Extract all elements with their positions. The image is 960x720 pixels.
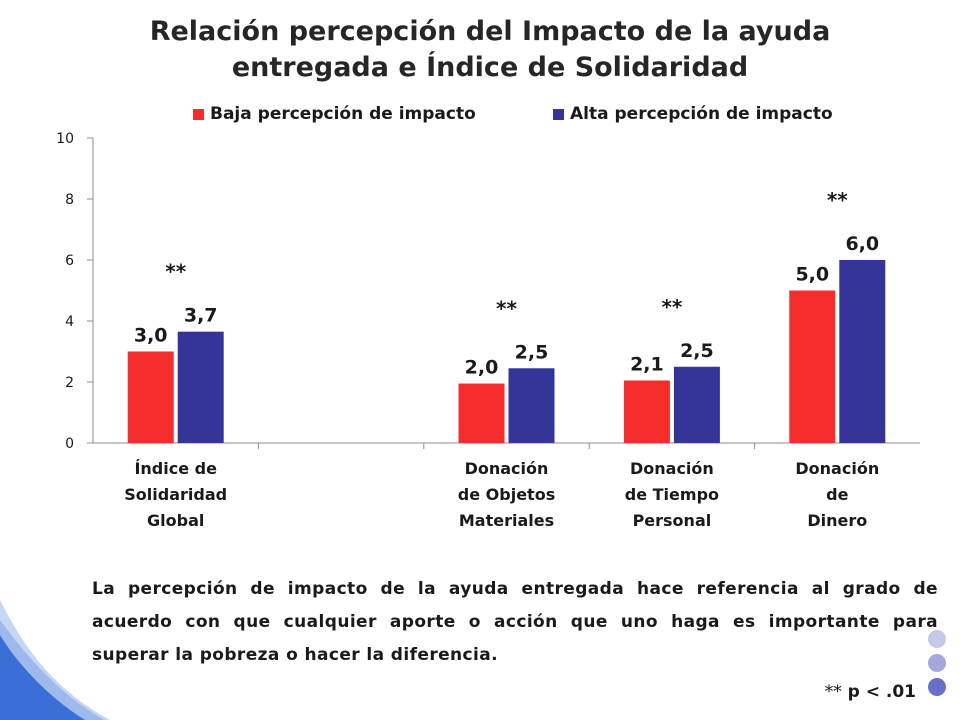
decor-dot-3 [928, 678, 946, 696]
bar-alta [177, 331, 224, 443]
data-label: 6,0 [845, 233, 879, 255]
data-label: 2,5 [680, 340, 714, 362]
significance-footnote: ** p < .01 [825, 682, 916, 702]
data-label: 2,1 [630, 353, 664, 375]
legend-swatch-baja [193, 108, 204, 120]
chart-title-line-1: Relación percepción del Impacto de la ay… [149, 16, 831, 47]
significance-marker: ** [827, 188, 848, 212]
y-tick-label: 6 [65, 253, 74, 269]
decor-dot-2 [928, 654, 946, 672]
corner-decoration [0, 600, 110, 720]
legend-label-baja: Baja percepción de impacto [210, 104, 476, 124]
data-label: 2,0 [465, 357, 499, 379]
x-category-label: Donación [630, 459, 714, 478]
legend-label-alta: Alta percepción de impacto [570, 104, 833, 124]
legend-item-baja: Baja percepción de impacto [193, 104, 476, 124]
x-category-label: de Objetos [458, 485, 555, 504]
significance-marker: ** [496, 296, 517, 320]
chart-title-line-2: entregada e Índice de Solidaridad [231, 52, 749, 83]
y-tick-label: 4 [65, 314, 74, 330]
legend-swatch-alta [553, 108, 564, 120]
decor-dot-1 [928, 630, 946, 648]
x-category-label: Solidaridad [124, 485, 227, 504]
data-label: 3,7 [184, 305, 218, 327]
bar-alta [673, 366, 720, 443]
y-tick-label: 2 [65, 375, 74, 391]
significance-marker: ** [661, 295, 682, 319]
x-category-label: de [826, 485, 848, 504]
x-category-label: Dinero [807, 511, 867, 530]
x-category-label: Materiales [459, 511, 554, 530]
data-label: 3,0 [134, 325, 168, 347]
caption-text: La percepción de impacto de la ayuda ent… [92, 579, 938, 665]
significance-marker: ** [165, 260, 186, 284]
x-category-label: Personal [633, 511, 712, 530]
chart-title: Relación percepción del Impacto de la ay… [90, 14, 890, 86]
y-tick-label: 0 [65, 436, 74, 452]
footnote-stars: ** [824, 682, 842, 702]
bar-baja [789, 290, 836, 443]
bar-baja [623, 380, 670, 443]
data-label: 2,5 [515, 341, 549, 363]
bar-baja [458, 383, 505, 443]
x-category-label: Donación [795, 459, 879, 478]
legend-item-alta: Alta percepción de impacto [553, 104, 833, 124]
x-category-label: Índice de [134, 459, 217, 478]
data-label: 5,0 [795, 264, 829, 286]
footnote-text: p < .01 [847, 682, 916, 702]
y-tick-label: 10 [56, 131, 74, 147]
x-category-label: Donación [465, 459, 549, 478]
bar-chart: 0 2 4 6 8 10 3,0 3,7 ** Índice de Solidaridad Globa… [56, 131, 920, 530]
y-tick-label: 8 [65, 192, 74, 208]
bar-baja [127, 351, 174, 443]
bar-alta [508, 368, 555, 443]
corner-swoosh-light [0, 600, 110, 720]
x-category-label: Global [147, 511, 204, 530]
bar-alta [839, 260, 886, 443]
corner-swoosh-dark [0, 620, 105, 720]
decorative-dots [928, 630, 946, 702]
x-category-label: de Tiempo [625, 485, 719, 504]
